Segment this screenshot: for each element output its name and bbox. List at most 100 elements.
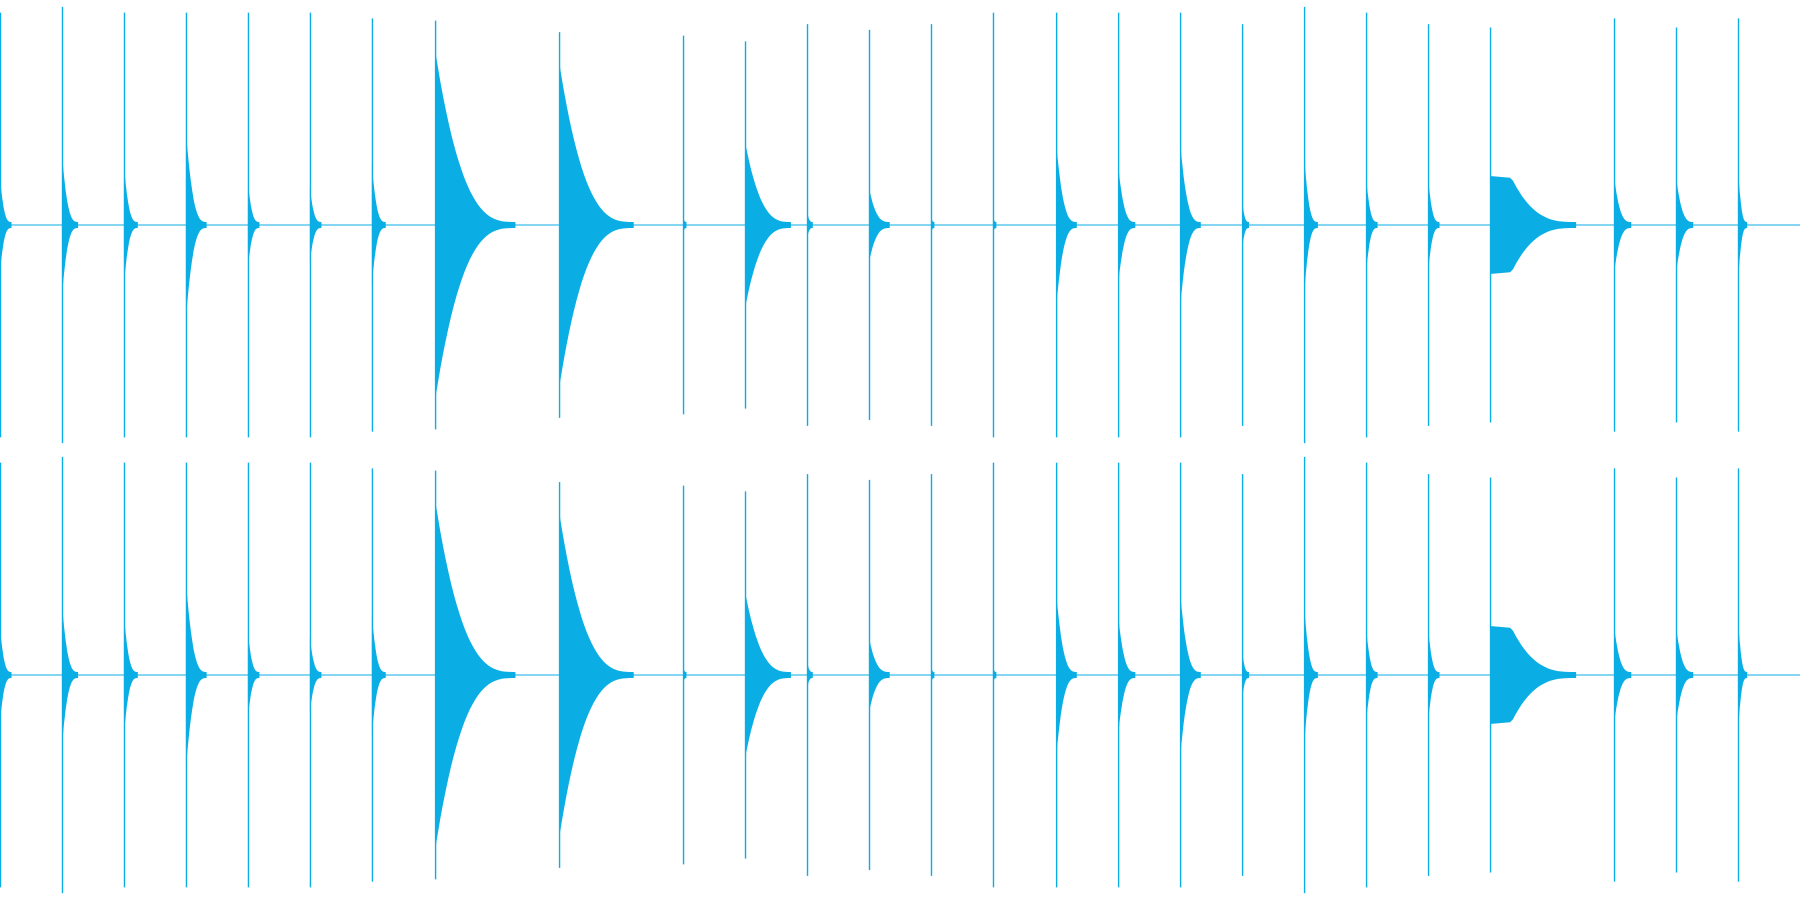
decay-upper [1614, 626, 1632, 675]
decay-upper [807, 660, 813, 675]
decay-lower [1242, 225, 1249, 251]
decay-upper [1056, 141, 1077, 225]
decay-upper [1738, 164, 1748, 225]
decay-lower [61, 225, 79, 297]
decay-lower [1304, 675, 1318, 747]
decay-lower [1366, 675, 1378, 724]
decay-lower [930, 675, 935, 684]
decay-lower [435, 675, 516, 851]
decay-lower [807, 675, 813, 690]
decay-lower [1118, 225, 1136, 286]
decay-upper [683, 216, 687, 225]
decay-lower [123, 225, 138, 286]
decay-upper [309, 637, 322, 675]
decay-upper [61, 153, 79, 225]
decay-upper [1676, 176, 1694, 225]
decay-upper [61, 603, 79, 675]
decay-lower [1056, 225, 1077, 309]
decay-lower [559, 675, 634, 839]
decay-upper [992, 666, 997, 675]
decay-upper [123, 614, 138, 675]
decay-lower [745, 675, 791, 759]
decay-upper [1180, 591, 1201, 675]
decay-lower [1180, 225, 1201, 309]
decay-lower [992, 675, 997, 684]
decay-upper [1242, 199, 1249, 225]
decay-lower [1490, 225, 1577, 274]
decay-upper [930, 666, 935, 675]
decay-lower [371, 225, 386, 286]
decay-upper [309, 187, 322, 225]
decay-upper [807, 210, 813, 225]
decay-upper [0, 176, 12, 225]
decay-upper [992, 216, 997, 225]
decay-upper [1490, 626, 1577, 675]
decay-upper [869, 187, 890, 225]
decay-upper [435, 49, 516, 225]
decay-lower [1428, 675, 1440, 724]
decay-upper [185, 130, 207, 225]
decay-upper [869, 637, 890, 675]
decay-upper [1366, 176, 1378, 225]
decay-lower [247, 225, 260, 269]
decay-lower [1614, 225, 1632, 274]
decay-upper [247, 181, 260, 225]
channel [0, 456, 1800, 894]
decay-upper [559, 511, 634, 675]
decay-upper [745, 591, 791, 675]
decay-lower [1242, 675, 1249, 701]
decay-lower [0, 225, 12, 274]
decay-lower [435, 225, 516, 401]
decay-upper [0, 626, 12, 675]
decay-upper [1180, 141, 1201, 225]
decay-upper [1118, 614, 1136, 675]
decay-upper [435, 499, 516, 675]
decay-lower [683, 675, 687, 684]
decay-upper [1428, 176, 1440, 225]
decay-upper [1056, 591, 1077, 675]
decay-upper [559, 61, 634, 225]
channels [0, 6, 1800, 894]
decay-lower [1676, 225, 1694, 274]
channel [0, 6, 1800, 444]
decay-lower [745, 225, 791, 309]
decay-lower [0, 675, 12, 724]
decay-lower [992, 225, 997, 234]
decay-upper [185, 580, 207, 675]
decay-lower [1056, 675, 1077, 759]
decay-lower [1738, 675, 1748, 736]
decay-upper [1304, 153, 1318, 225]
decay-lower [247, 675, 260, 719]
decay-lower [185, 225, 207, 320]
decay-lower [309, 675, 322, 713]
decay-upper [247, 631, 260, 675]
decay-upper [1118, 164, 1136, 225]
decay-lower [807, 225, 813, 240]
decay-upper [1242, 649, 1249, 675]
decay-lower [1118, 675, 1136, 736]
decay-upper [1428, 626, 1440, 675]
decay-lower [1304, 225, 1318, 297]
decay-lower [1428, 225, 1440, 274]
decay-upper [1738, 614, 1748, 675]
decay-upper [371, 614, 386, 675]
decay-lower [1614, 675, 1632, 724]
decay-lower [930, 225, 935, 234]
decay-upper [930, 216, 935, 225]
decay-lower [869, 675, 890, 713]
decay-upper [1490, 176, 1577, 225]
decay-lower [185, 675, 207, 770]
decay-lower [123, 675, 138, 736]
decay-upper [683, 666, 687, 675]
decay-upper [1614, 176, 1632, 225]
decay-upper [123, 164, 138, 225]
decay-upper [745, 141, 791, 225]
decay-lower [371, 675, 386, 736]
decay-lower [1490, 675, 1577, 724]
decay-lower [1676, 675, 1694, 724]
decay-lower [1180, 675, 1201, 759]
decay-lower [1738, 225, 1748, 286]
decay-upper [1304, 603, 1318, 675]
